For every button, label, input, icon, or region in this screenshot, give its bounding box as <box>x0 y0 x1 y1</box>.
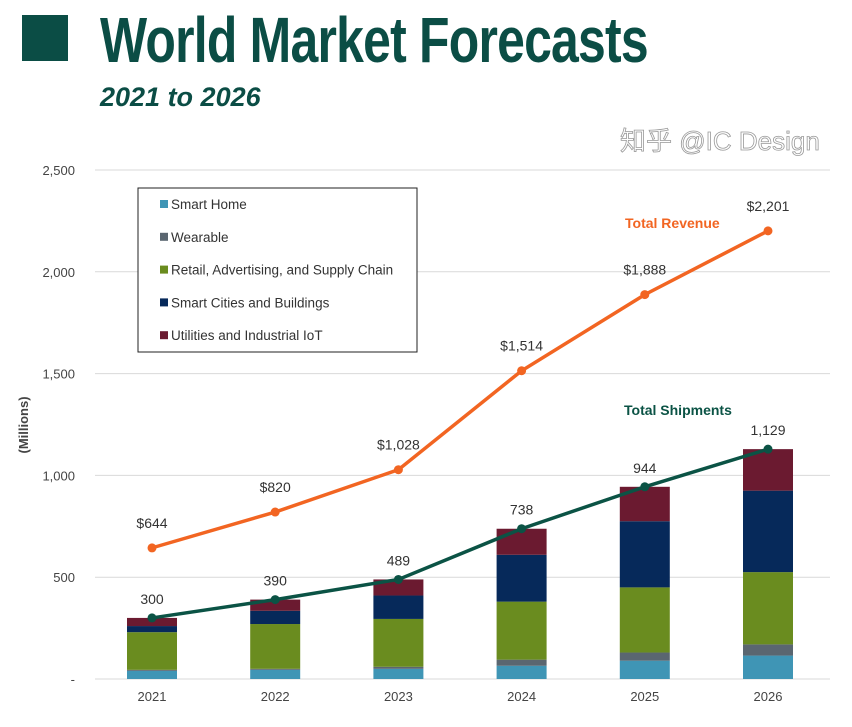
data-label: $1,028 <box>377 437 420 453</box>
y-tick-label: 1,500 <box>42 367 75 382</box>
data-point <box>393 574 403 584</box>
data-label: $820 <box>260 479 291 495</box>
data-label: 738 <box>510 502 534 518</box>
bar-segment <box>619 521 670 588</box>
data-label: $644 <box>136 515 167 531</box>
bar-segment <box>127 670 177 679</box>
data-label: 300 <box>140 591 164 607</box>
bar-segment <box>496 659 547 666</box>
y-tick-label: 2,000 <box>42 265 75 280</box>
watermark: 知乎 @IC Design <box>620 126 820 156</box>
bar-segment <box>619 652 670 661</box>
legend-entry: Retail, Advertising, and Supply Chain <box>171 263 393 278</box>
bar-segment <box>250 624 301 669</box>
data-label: $1,514 <box>500 338 543 354</box>
data-point <box>393 465 403 475</box>
bar-segment <box>496 601 547 660</box>
legend-swatch <box>160 298 168 307</box>
bar-segment <box>373 579 424 596</box>
bar-segment <box>619 660 670 679</box>
bar-segment <box>373 666 424 669</box>
data-label: 489 <box>387 552 411 568</box>
series-label-total-shipments: Total Shipments <box>624 402 732 418</box>
data-point <box>763 226 773 236</box>
data-label: 1,129 <box>750 422 785 438</box>
data-label: 390 <box>264 573 288 589</box>
bar-segment <box>373 595 424 619</box>
legend-swatch <box>160 331 168 340</box>
series-line <box>151 447 769 620</box>
data-label: 944 <box>633 460 657 476</box>
y-tick-label: 1,000 <box>42 468 75 483</box>
x-tick-label: 2021 <box>138 689 167 704</box>
x-tick-label: 2024 <box>507 689 536 704</box>
series-label-total-revenue: Total Revenue <box>625 215 720 231</box>
y-tick-label: - <box>71 672 75 687</box>
x-tick-label: 2022 <box>261 689 290 704</box>
series-line <box>151 229 769 550</box>
bar-segment <box>743 655 793 679</box>
legend-swatch <box>160 232 168 241</box>
data-point <box>517 366 527 376</box>
bar-segment <box>743 644 793 656</box>
page-subtitle: 2021 to 2026 <box>100 82 261 112</box>
bar-segment <box>250 599 301 611</box>
bar-segment <box>250 668 301 670</box>
legend-entry: Smart Home <box>171 197 247 212</box>
data-label: $2,201 <box>747 198 790 214</box>
y-axis-label: (Millions) <box>16 396 31 453</box>
legend-entry: Smart Cities and Buildings <box>171 295 330 310</box>
data-point <box>270 507 280 517</box>
bar-segment <box>373 668 424 679</box>
data-point <box>640 290 650 300</box>
bar-segment <box>127 632 177 670</box>
data-point <box>147 613 157 623</box>
legend-entry: Utilities and Industrial IoT <box>171 328 323 343</box>
x-tick-label: 2025 <box>630 689 659 704</box>
bar-segment <box>250 610 301 625</box>
x-tick-label: 2023 <box>384 689 413 704</box>
data-label: $1,888 <box>623 262 666 278</box>
data-point <box>517 524 527 534</box>
bar-segment <box>127 669 177 671</box>
bar-segment <box>619 587 670 653</box>
bar-segment <box>250 669 301 679</box>
bar-segment <box>496 665 547 679</box>
legend-entry: Wearable <box>171 230 229 245</box>
legend-swatch <box>160 200 168 208</box>
legend-box <box>137 187 418 353</box>
bar-segment <box>496 554 547 602</box>
x-tick-label: 2026 <box>754 689 783 704</box>
data-point <box>147 543 157 553</box>
bar-segment <box>743 572 793 645</box>
y-tick-label: 2,500 <box>42 163 75 178</box>
data-point <box>640 482 650 492</box>
data-point <box>270 595 280 605</box>
data-point <box>763 444 773 454</box>
title-square-decoration <box>22 15 68 61</box>
bar-segment <box>373 618 424 667</box>
legend-swatch <box>160 265 168 274</box>
bar-segment <box>127 626 177 633</box>
y-tick-label: 500 <box>53 570 75 585</box>
bar-segment <box>743 490 793 573</box>
page-title: World Market Forecasts <box>100 4 649 76</box>
